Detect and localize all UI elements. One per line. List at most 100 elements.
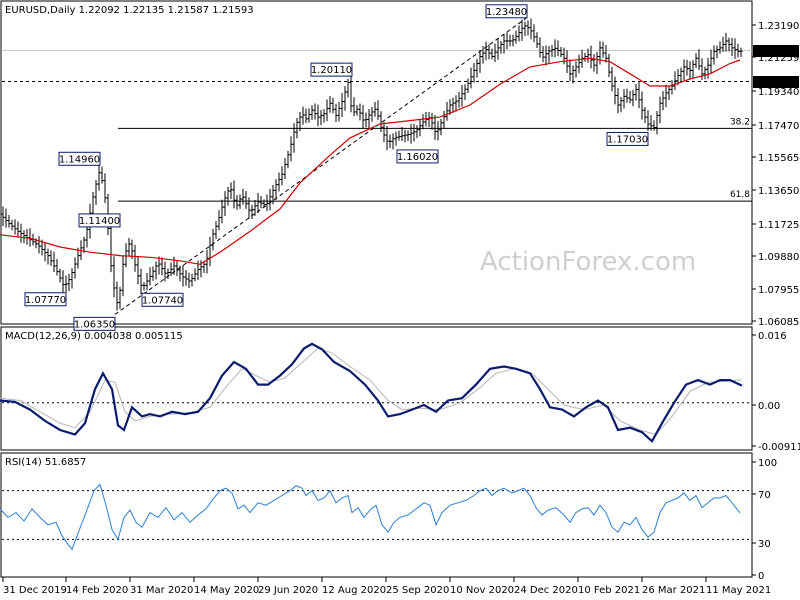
ohlc-bar (181, 265, 185, 287)
price-label-box (73, 316, 116, 331)
price-label-box (606, 131, 649, 146)
ohlc-bar (571, 65, 575, 84)
ohlc-bar (556, 40, 560, 57)
ohlc-bar (487, 44, 491, 60)
ohlc-bar (247, 197, 251, 219)
price-label-text: 1.07770 (25, 295, 66, 306)
ohlc-bar (463, 84, 467, 100)
ohlc-bar (553, 39, 557, 58)
ohlc-bar (445, 101, 449, 121)
ohlc-bar (466, 78, 470, 93)
ohlc-bar (448, 99, 452, 115)
ohlc-bar (661, 91, 665, 111)
ohlc-bar (253, 199, 257, 216)
ohlc-bar (625, 88, 629, 103)
rsi-line (0, 483, 741, 551)
ohlc-bar (523, 21, 527, 36)
ohlc-bar (61, 270, 65, 293)
ohlc-bar (184, 270, 188, 286)
ohlc-bar (673, 71, 677, 91)
ohlc-bar (472, 63, 476, 83)
ohlc-bar (376, 100, 380, 120)
watermark: ActionForex.com (480, 247, 696, 277)
rsi-tick-label: 70 (758, 490, 771, 501)
ohlc-bar (349, 73, 353, 113)
ohlc-bar (328, 96, 332, 113)
date-tick-label: 10 Nov 2020 (450, 585, 514, 596)
ohlc-bar (658, 96, 662, 124)
date-tick-label: 12 Aug 2020 (322, 585, 386, 596)
ohlc-bar (19, 223, 23, 243)
ohlc-bar (148, 267, 152, 286)
ohlc-bar (127, 237, 131, 257)
date-tick-label: 10 Feb 2021 (578, 585, 640, 596)
ohlc-bar (598, 41, 602, 65)
price-label-text: 1.23480 (486, 7, 527, 18)
price-label-box (58, 151, 101, 166)
ohlc-bar (274, 179, 278, 200)
ohlc-bar (652, 120, 656, 131)
ohlc-bar (52, 251, 56, 273)
ohlc-bar (244, 190, 248, 209)
fib-level-label: 61.8 (730, 190, 750, 200)
current-price-tag-text: 1.21593 (755, 46, 796, 57)
ohlc-bar (370, 106, 374, 122)
price-label-box (78, 213, 121, 228)
ohlc-bar (484, 41, 488, 61)
ohlc-bar (361, 105, 365, 128)
price-header: EURUSD,Daily 1.22092 1.22135 1.21587 1.2… (5, 5, 254, 16)
rsi-tick-label: 100 (758, 458, 777, 469)
ohlc-bar (502, 34, 506, 54)
ohlc-bar (316, 104, 320, 127)
ohlc-bar (241, 188, 245, 205)
ohlc-bar (709, 49, 713, 74)
ohlc-bar (391, 133, 395, 150)
ohlc-bar (70, 268, 74, 289)
ohlc-bar (58, 268, 62, 283)
ohlc-bar (322, 109, 326, 123)
price-tick-label: 1.09880 (758, 252, 799, 263)
ohlc-bar (508, 34, 512, 47)
ohlc-bar (364, 112, 368, 128)
ohlc-bar (436, 120, 440, 141)
rsi-tick-label: 0 (758, 571, 764, 582)
ohlc-bar (595, 51, 599, 74)
ohlc-bar (532, 24, 536, 43)
price-tick-label: 1.19340 (758, 87, 799, 98)
ohlc-bar (4, 208, 8, 228)
ohlc-bar (223, 191, 227, 216)
ohlc-bar (613, 76, 617, 105)
ohlc-bar (46, 248, 50, 265)
ohlc-bar (667, 85, 671, 100)
ohlc-bar (589, 45, 593, 69)
ohlc-bar (706, 57, 710, 79)
ohlc-bar (691, 60, 695, 78)
ohlc-bar (664, 84, 668, 108)
ohlc-bar (256, 192, 260, 214)
price-label-box (310, 62, 353, 77)
ohlc-bar (478, 50, 482, 73)
ohlc-bar (337, 102, 341, 122)
ohlc-bar (22, 230, 26, 244)
ohlc-bar (367, 109, 371, 129)
price-label-box (141, 292, 184, 307)
ohlc-bar (526, 20, 530, 36)
ohlc-bar (640, 91, 644, 120)
ohlc-bar (271, 184, 275, 205)
ohlc-bar (628, 90, 632, 104)
ohlc-bar (685, 59, 689, 76)
ohlc-bar (586, 48, 590, 63)
price-label-text: 1.07740 (142, 295, 183, 306)
ohlc-bar (109, 222, 113, 273)
ohlc-bar (616, 88, 620, 114)
ohlc-bar (433, 114, 437, 140)
ohlc-bar (409, 124, 413, 144)
price-label-text: 1.16020 (397, 152, 438, 163)
ohlc-bar (214, 221, 218, 239)
price-tick-label: 1.21259 (758, 53, 799, 64)
price-label-text: 1.14960 (59, 154, 100, 165)
ohlc-bar (535, 32, 539, 48)
price-label-box (485, 4, 528, 19)
ohlc-bar (439, 118, 443, 136)
ohlc-bar (442, 110, 446, 129)
